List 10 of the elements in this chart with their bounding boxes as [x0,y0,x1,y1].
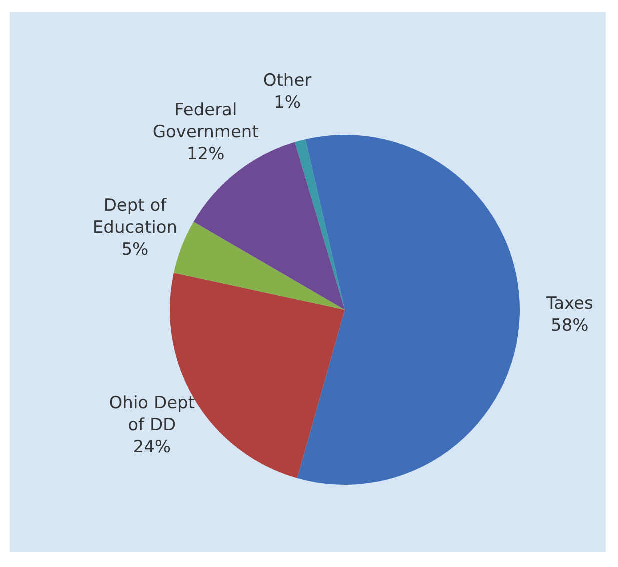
slice-label: Other [263,70,312,91]
slice-label: Taxes [546,294,594,314]
slice-label: Dept of Education [92,196,178,238]
data-label: 5% [122,240,149,260]
data-label: 58% [551,316,589,336]
slice-label: Federal Government [152,100,260,143]
data-label: 24% [133,437,172,458]
data-label: 1% [274,92,302,113]
data-label: 12% [186,144,225,165]
slice-label: Ohio Dept of DD [109,393,196,436]
